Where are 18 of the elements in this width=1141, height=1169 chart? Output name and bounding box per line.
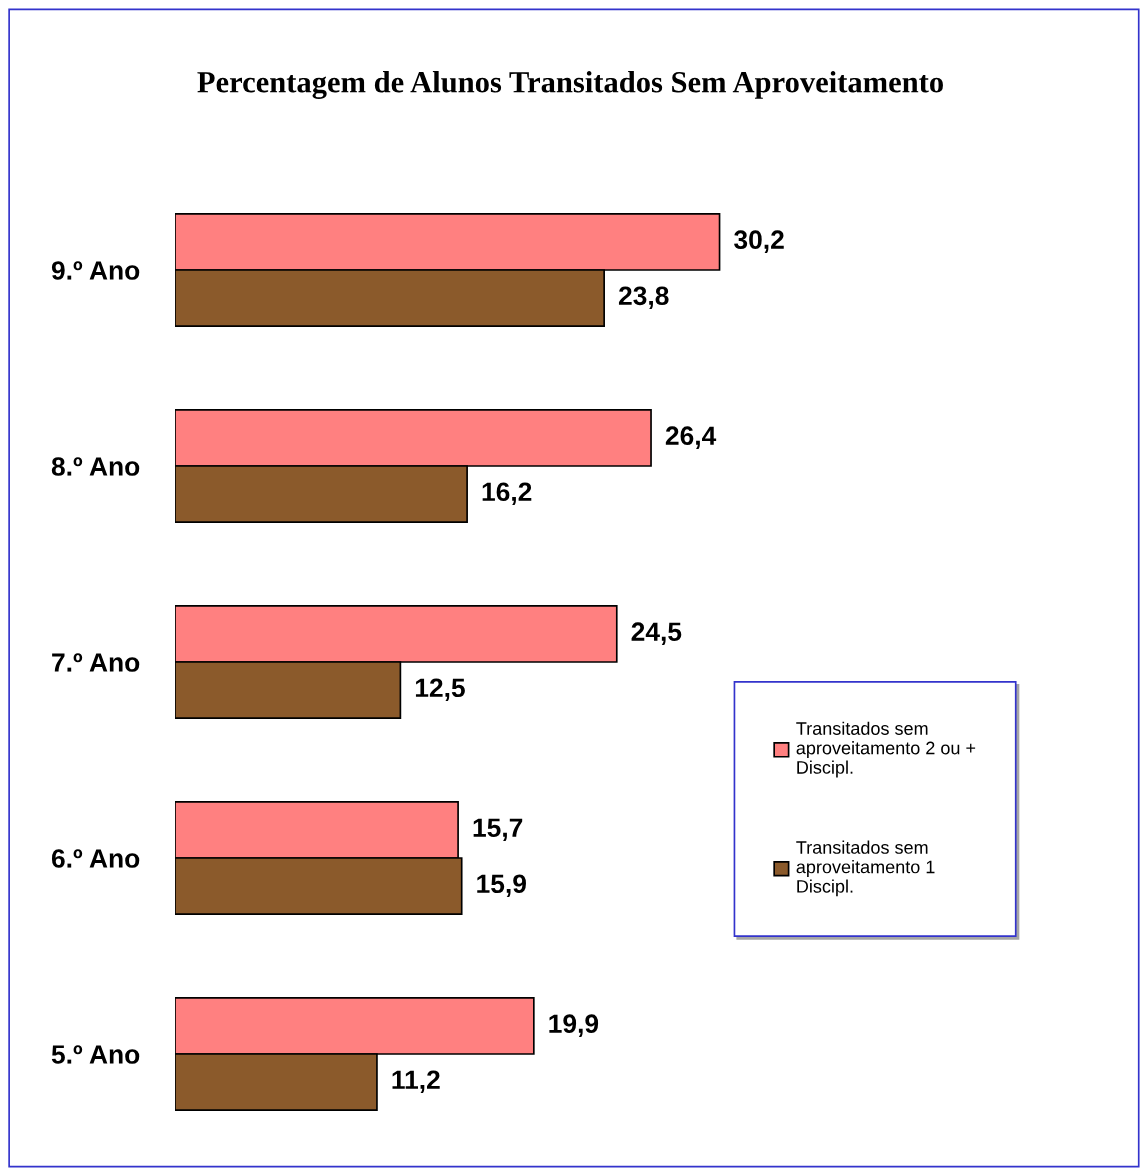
y-tick-label: 6.º Ano: [51, 849, 140, 868]
data-label: 24,5: [631, 622, 682, 645]
data-label: 15,9: [477, 874, 526, 897]
data-label: 30,2: [734, 230, 784, 253]
data-label: 11,2: [392, 1070, 440, 1093]
y-tick-label: 9.º Ano: [51, 261, 140, 280]
chart-title: Percentagem de Alunos Transitados Sem Aproveitamento: [197, 71, 943, 99]
data-label: 26,4: [665, 426, 717, 449]
data-label: 12,5: [415, 678, 465, 701]
y-tick-label: 7.º Ano: [52, 653, 140, 672]
legend-label: Transitados sem aproveitamento 2 ou + Discipl.: [796, 721, 976, 778]
data-label: 16,2: [482, 482, 532, 505]
data-label: 23,8: [618, 286, 669, 309]
y-tick-label: 8.º Ano: [51, 457, 140, 476]
legend-label: Transitados sem aproveitamento 1 Discipl.: [796, 840, 935, 897]
data-label: 15,7: [473, 818, 523, 841]
y-tick-label: 5.º Ano: [51, 1045, 140, 1064]
data-label: 19,9: [549, 1014, 599, 1037]
